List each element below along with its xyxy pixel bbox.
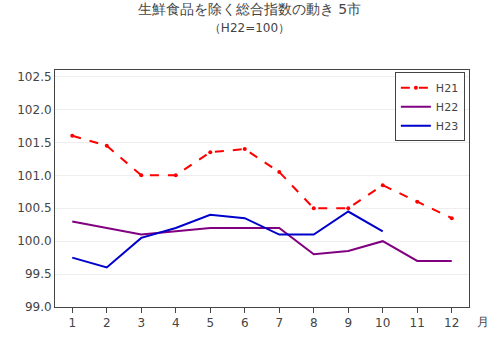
svg-text:101.0: 101.0	[17, 169, 51, 183]
svg-text:12: 12	[444, 316, 459, 330]
svg-text:5: 5	[206, 316, 214, 330]
svg-text:3: 3	[137, 316, 145, 330]
svg-text:11: 11	[410, 316, 425, 330]
svg-text:2: 2	[103, 316, 111, 330]
svg-text:102.0: 102.0	[17, 103, 51, 117]
svg-text:101.5: 101.5	[17, 136, 51, 150]
svg-text:102.5: 102.5	[17, 70, 51, 84]
svg-text:99.5: 99.5	[25, 267, 52, 281]
svg-text:4: 4	[172, 316, 180, 330]
svg-text:生鮮食品を除く総合指数の動き 5市（H22=100）: 生鮮食品を除く総合指数の動き 5市（H22=100）	[138, 1, 361, 35]
svg-text:H22: H22	[436, 101, 458, 114]
svg-text:99.0: 99.0	[25, 300, 52, 314]
svg-text:H23: H23	[436, 120, 458, 133]
svg-text:7: 7	[275, 316, 283, 330]
svg-text:100.0: 100.0	[17, 234, 51, 248]
svg-text:9: 9	[344, 316, 352, 330]
svg-text:月: 月	[477, 315, 489, 329]
svg-text:H21: H21	[436, 82, 458, 95]
svg-text:8: 8	[310, 316, 318, 330]
svg-text:10: 10	[375, 316, 390, 330]
svg-text:1: 1	[68, 316, 76, 330]
svg-text:6: 6	[241, 316, 249, 330]
svg-text:100.5: 100.5	[17, 201, 51, 215]
